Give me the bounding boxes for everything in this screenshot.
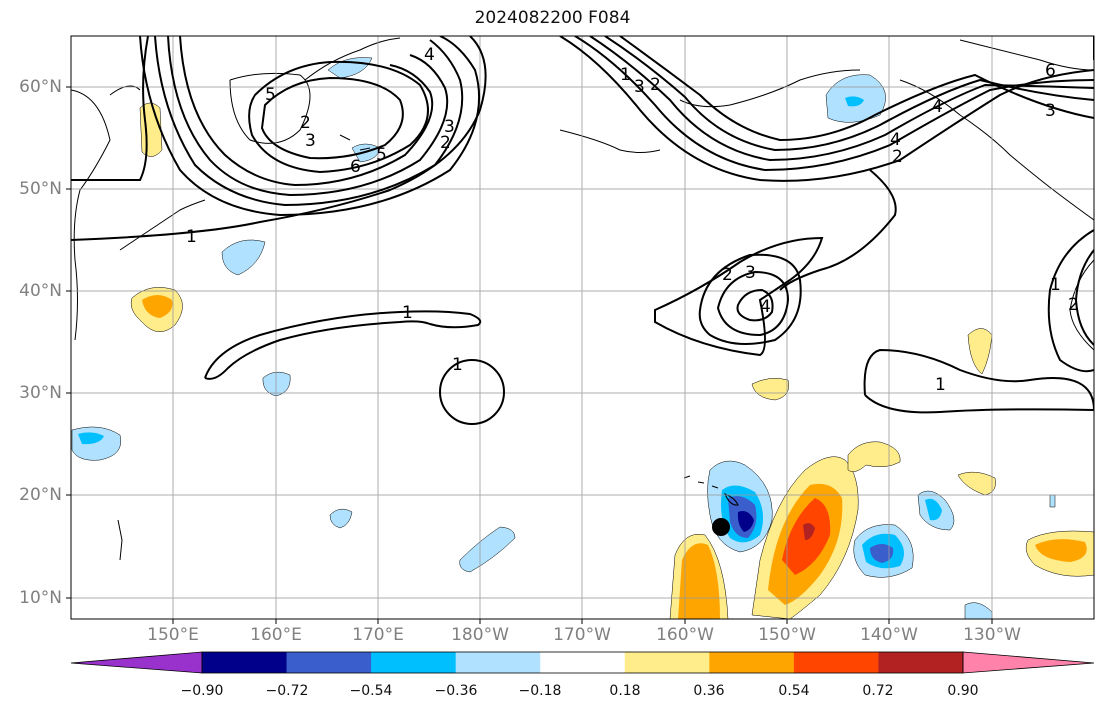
contour-label: 1 xyxy=(620,65,631,85)
shaded-anomalies xyxy=(71,57,1094,619)
contour-label: 1 xyxy=(1050,275,1061,295)
contour-label: 4 xyxy=(760,297,771,317)
lon-label-150e: 150°E xyxy=(147,625,199,645)
contour-label: 3 xyxy=(745,263,756,283)
contour-label: 2 xyxy=(722,265,733,285)
lon-label-160w: 160°W xyxy=(656,625,714,645)
colorbar-tick-8: 0.54 xyxy=(778,683,810,699)
lat-label-10n: 10°N xyxy=(19,588,62,608)
lon-label-140w: 140°W xyxy=(860,625,918,645)
contour-label: 6 xyxy=(350,157,361,177)
contour-label: 3 xyxy=(1045,101,1056,121)
lat-label-40n: 40°N xyxy=(19,281,62,301)
lat-label-30n: 30°N xyxy=(19,383,62,403)
lon-label-170e: 170°E xyxy=(352,625,404,645)
contour-label: 2 xyxy=(440,133,451,153)
contour-label: 3 xyxy=(444,117,455,137)
colorbar-tick-6: 0.18 xyxy=(609,683,641,699)
lon-label-150w: 150°W xyxy=(758,625,816,645)
contour-label: 4 xyxy=(424,45,435,65)
map-title: 2024082200 F084 xyxy=(474,8,631,28)
lat-label-50n: 50°N xyxy=(19,179,62,199)
colorbar-tick-2: −0.72 xyxy=(265,683,309,699)
colorbar-tick-3: −0.54 xyxy=(349,683,393,699)
contour-label: 3 xyxy=(634,77,645,97)
storm-position-dot-icon xyxy=(712,518,730,536)
contour-label: 1 xyxy=(935,375,946,395)
coastlines xyxy=(71,37,1094,561)
lon-label-170w: 170°W xyxy=(553,625,611,645)
colorbar-tick-9: 0.72 xyxy=(862,683,894,699)
contour-label: 1 xyxy=(402,303,413,323)
contour-label: 4 xyxy=(932,97,943,117)
contour-label: 2 xyxy=(300,113,311,133)
contour-label: 1 xyxy=(186,227,197,247)
contour-label: 2 xyxy=(650,75,661,95)
lon-label-130w: 130°W xyxy=(963,625,1021,645)
contour-label: 1 xyxy=(452,355,463,375)
colorbar-tick-10: 0.90 xyxy=(947,683,979,699)
lon-label-160e: 160°E xyxy=(250,625,302,645)
colorbar-tick-7: 0.36 xyxy=(693,683,725,699)
contour-label: 2 xyxy=(1068,295,1079,315)
contour-label-group: 1 1 1 1 1 2 2 3 3 4 2 3 4 6 5 5 4 3 2 6 … xyxy=(186,45,1079,395)
contour-label: 5 xyxy=(265,85,276,105)
contour-label: 5 xyxy=(376,145,387,165)
colorbar-tick-1: −0.90 xyxy=(180,683,224,699)
contour-lines xyxy=(71,36,1094,425)
lat-label-20n: 20°N xyxy=(19,485,62,505)
colorbar-tick-4: −0.36 xyxy=(434,683,478,699)
contour-label: 3 xyxy=(305,131,316,151)
colorbar-tick-5: −0.18 xyxy=(518,683,562,699)
contour-label: 2 xyxy=(892,147,903,167)
contour-label: 4 xyxy=(890,130,901,150)
contour-label: 6 xyxy=(1045,61,1056,81)
lon-label-180w: 180°W xyxy=(451,625,509,645)
lat-label-60n: 60°N xyxy=(19,77,62,97)
axis-ticks xyxy=(66,86,993,624)
gridlines xyxy=(71,36,1094,619)
